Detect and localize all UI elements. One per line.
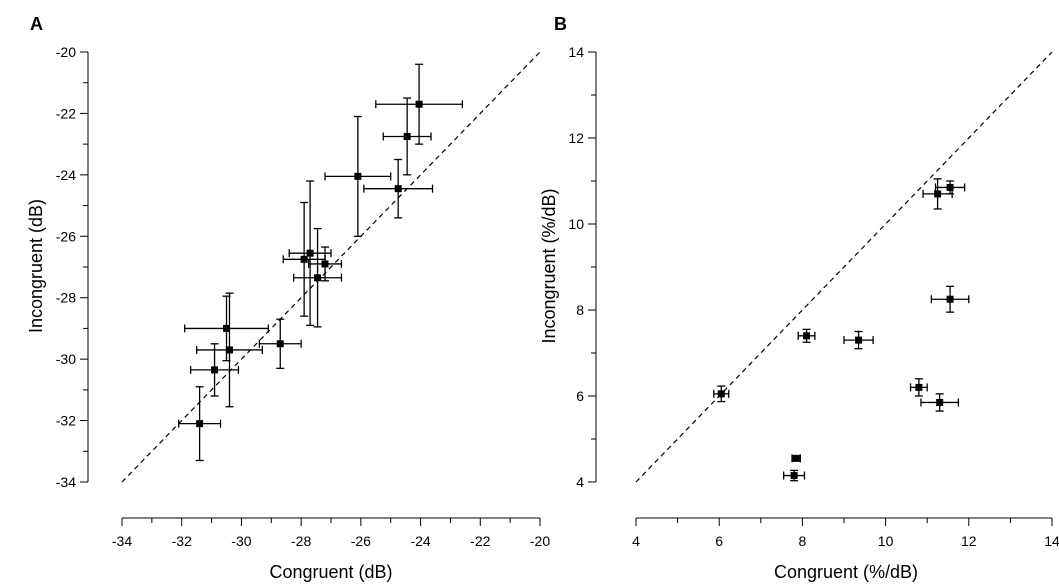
panel-b-y-tick-label: 6 <box>576 388 584 404</box>
square-marker <box>936 398 944 406</box>
panel-b-x-tick-label: 4 <box>632 533 640 549</box>
panel-b-data-point <box>797 328 816 343</box>
square-marker <box>223 324 230 332</box>
panel-b-identity-line <box>635 51 1053 483</box>
square-marker <box>394 185 402 193</box>
panel-b: B Congruent (%/dB) Incongruent (%/dB) 4 6… <box>539 14 1059 582</box>
panel-a-y-tick-label: -30 <box>56 351 76 367</box>
panel-b-ylabel: Incongruent (%/dB) <box>539 188 559 343</box>
panel-b-y-tick-label: 12 <box>568 130 584 146</box>
panel-a: A Congruent (dB) Incongruent (dB) -34 -32… <box>26 14 550 582</box>
square-marker <box>225 346 233 354</box>
panel-b-data-point <box>783 469 806 482</box>
panel-a-data-point <box>190 343 240 397</box>
panel-b-data-point <box>713 385 730 403</box>
panel-a-y-tick-label: -34 <box>56 474 76 490</box>
square-marker <box>300 255 308 263</box>
square-marker <box>306 249 314 257</box>
panel-b-data-point <box>909 378 928 397</box>
panel-b-xlabel: Congruent (%/dB) <box>774 562 918 582</box>
square-marker <box>276 340 284 348</box>
panel-b-x-tick-label: 14 <box>1044 533 1059 549</box>
panel-b-data-point <box>930 285 970 313</box>
panel-a-ylabel: Incongruent (dB) <box>26 199 46 333</box>
square-marker <box>403 132 411 140</box>
panel-a-data-point <box>282 201 326 317</box>
panel-a-data-point <box>258 318 302 370</box>
panel-a-x-tick-label: -20 <box>530 533 550 549</box>
panel-b-y-tick-label: 14 <box>568 44 584 60</box>
panel-a-data-point <box>288 180 332 327</box>
panel-a-y-tick-label: -24 <box>56 167 76 183</box>
panel-a-y-tick-label: -28 <box>56 290 76 306</box>
square-marker <box>934 190 942 198</box>
panel-a-data-point <box>307 246 343 282</box>
panel-a-y-tick-label: -22 <box>56 105 76 121</box>
square-marker <box>792 454 800 462</box>
panel-a-data-point <box>178 386 222 462</box>
panel-b-x-tick-label: 6 <box>715 533 723 549</box>
panel-a-data-point <box>375 63 464 145</box>
panel-a-data-point <box>293 227 343 328</box>
panel-a-y-tick-label: -32 <box>56 413 76 429</box>
square-marker <box>717 390 725 398</box>
panel-a-x-tick-label: -24 <box>410 533 430 549</box>
panel-a-data-point <box>324 115 392 237</box>
panel-a-x-tick-label: -28 <box>291 533 311 549</box>
square-marker <box>415 100 423 108</box>
square-marker <box>803 332 811 340</box>
panel-a-identity-line <box>121 51 541 483</box>
square-marker <box>946 183 954 191</box>
panel-b-x-tick-label: 8 <box>799 533 807 549</box>
panel-a-y-tick-label: -20 <box>56 44 76 60</box>
panel-b-label: B <box>554 14 567 34</box>
panel-a-xlabel: Congruent (dB) <box>269 562 392 582</box>
panel-a-x-tick-label: -32 <box>172 533 192 549</box>
panel-b-data-point <box>920 393 960 412</box>
panel-b-y-tick-label: 10 <box>568 216 584 232</box>
panel-a-x-tick-label: -22 <box>470 533 490 549</box>
square-marker <box>855 336 863 344</box>
square-marker <box>946 295 954 303</box>
panel-a-data-point <box>382 97 432 176</box>
square-marker <box>915 383 923 391</box>
panel-b-x-tick-label: 12 <box>961 533 977 549</box>
panel-b-data-point <box>934 180 966 195</box>
square-marker <box>314 274 322 282</box>
panel-a-x-tick-label: -26 <box>351 533 371 549</box>
panel-a-data-point <box>195 292 263 408</box>
panel-a-x-tick-label: -30 <box>231 533 251 549</box>
square-marker <box>354 172 362 180</box>
panel-b-y-tick-label: 4 <box>576 474 584 490</box>
square-marker <box>321 260 329 268</box>
panel-b-data-point <box>791 454 801 463</box>
panel-b-x-tick-label: 10 <box>878 533 894 549</box>
square-marker <box>196 420 204 428</box>
panel-a-data-point <box>363 158 434 219</box>
panel-b-y-tick-label: 8 <box>576 302 584 318</box>
square-marker <box>211 366 219 374</box>
panel-a-x-tick-label: -34 <box>112 533 132 549</box>
square-marker <box>790 472 798 480</box>
panel-b-data-point <box>843 330 874 350</box>
panel-a-y-tick-label: -26 <box>56 228 76 244</box>
panel-a-label: A <box>30 14 43 34</box>
